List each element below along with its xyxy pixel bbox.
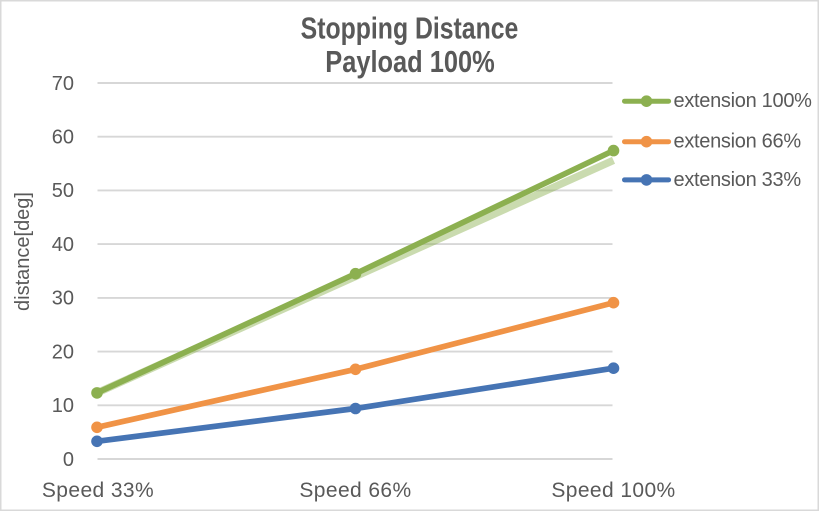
svg-text:extension 66%: extension 66% bbox=[674, 131, 802, 153]
svg-text:40: 40 bbox=[52, 234, 74, 256]
svg-text:30: 30 bbox=[52, 288, 74, 310]
svg-text:extension 33%: extension 33% bbox=[674, 169, 802, 191]
svg-text:Speed 100%: Speed 100% bbox=[551, 479, 675, 502]
svg-text:Payload 100%: Payload 100% bbox=[325, 44, 494, 79]
svg-text:60: 60 bbox=[52, 127, 74, 149]
svg-text:0: 0 bbox=[63, 449, 74, 471]
svg-text:Speed 66%: Speed 66% bbox=[299, 479, 411, 502]
svg-text:20: 20 bbox=[52, 341, 74, 363]
svg-text:Stopping Distance: Stopping Distance bbox=[301, 11, 519, 45]
svg-text:10: 10 bbox=[52, 395, 74, 417]
svg-text:distance[deg]: distance[deg] bbox=[12, 192, 34, 311]
svg-text:Speed 33%: Speed 33% bbox=[42, 479, 154, 502]
svg-text:extension 100%: extension 100% bbox=[674, 90, 813, 112]
svg-text:50: 50 bbox=[52, 180, 74, 202]
svg-text:70: 70 bbox=[52, 73, 74, 95]
